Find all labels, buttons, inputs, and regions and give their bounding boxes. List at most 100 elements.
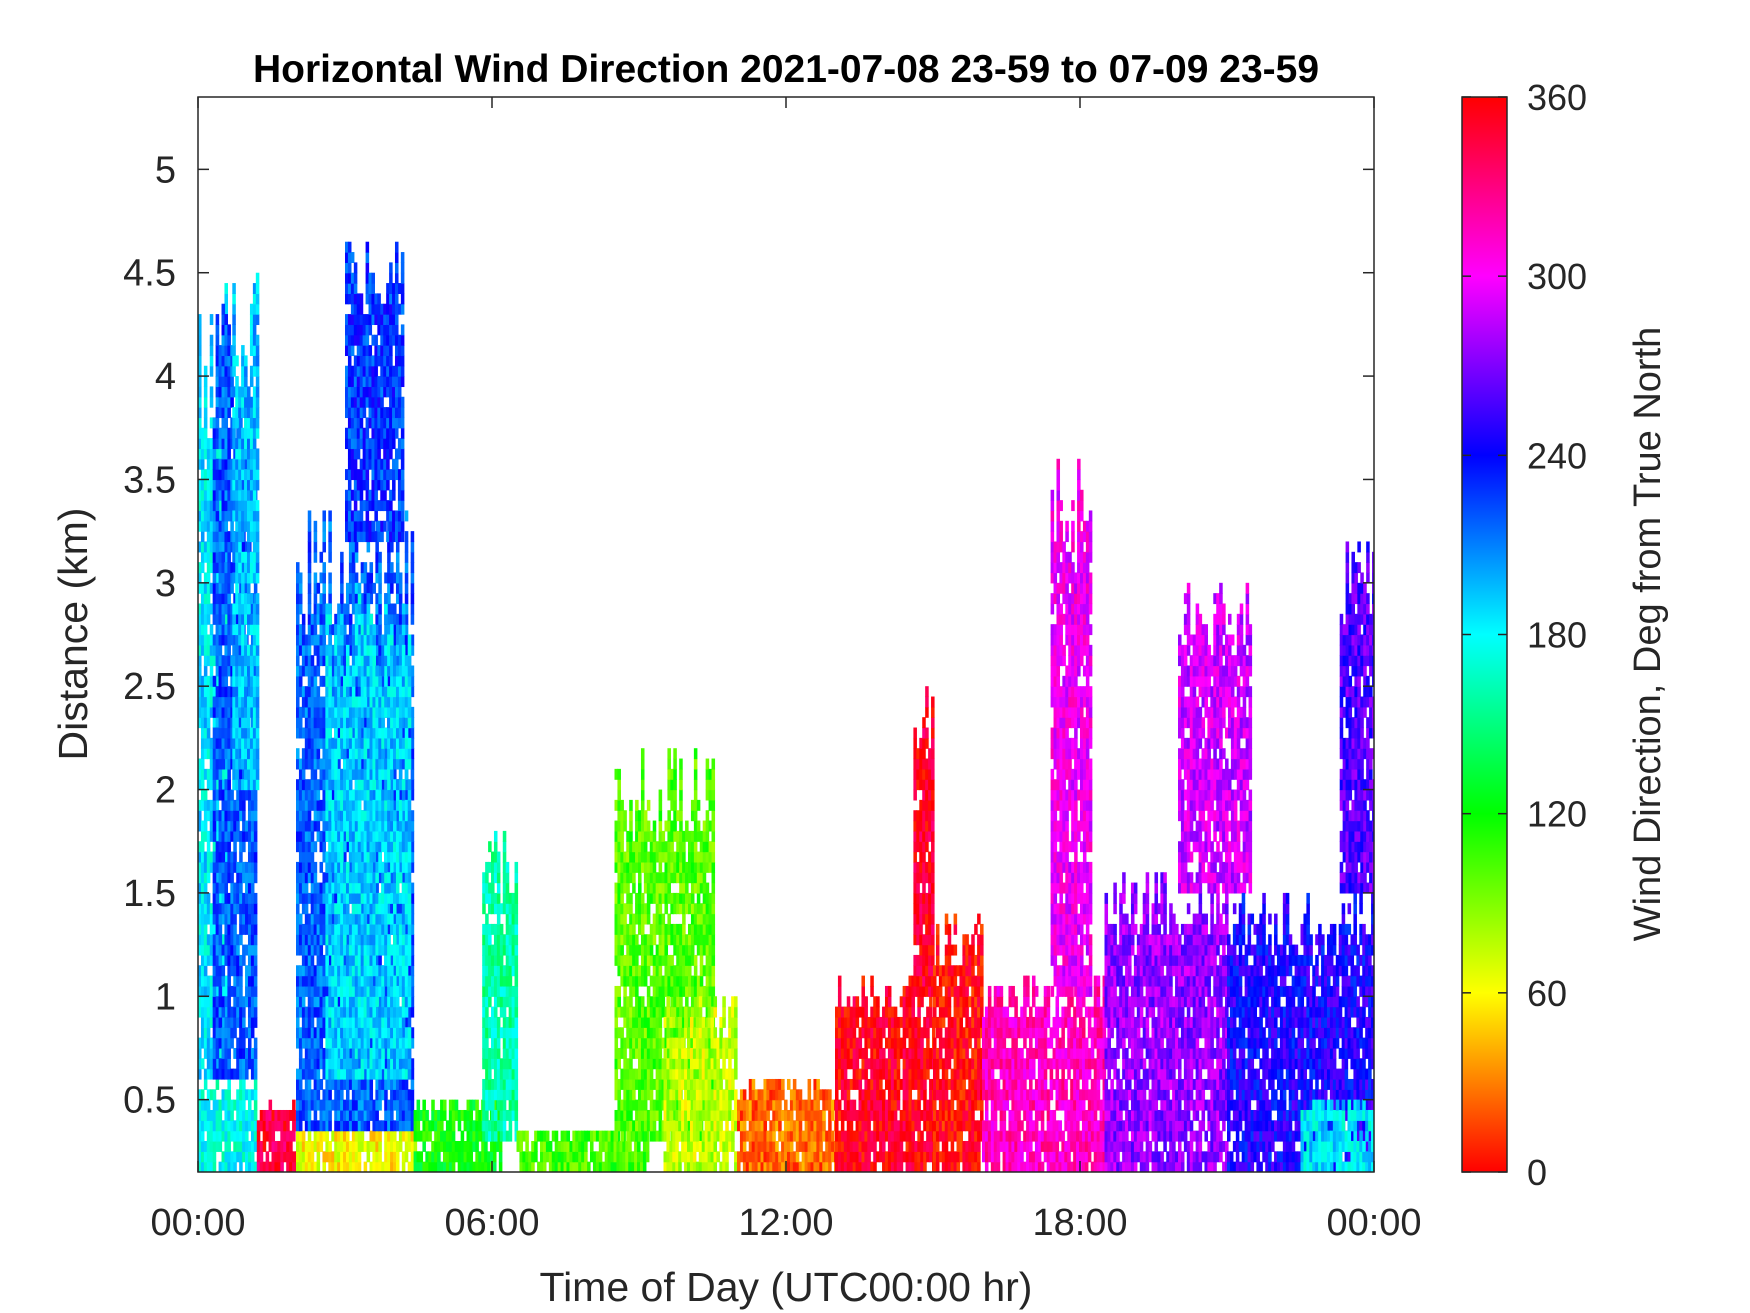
heat-cell [316,1078,321,1090]
heat-cell [360,593,365,605]
heat-cell [372,985,376,997]
heat-cell [366,696,371,708]
heat-cell [232,541,236,553]
heat-cell [242,913,246,925]
heat-cell [224,489,228,501]
heat-cell [198,913,202,925]
heat-cell [206,872,211,884]
heat-cell [354,1151,359,1163]
heat-cell [198,634,202,646]
heat-cell [296,1120,300,1132]
heat-cell [384,675,388,687]
heat-cell [218,603,223,615]
heat-cell [247,903,252,915]
heat-cell [313,1130,318,1142]
heat-cell [348,1027,353,1039]
heat-cell [387,1140,391,1152]
heat-cell [384,655,388,667]
heat-cell [381,841,385,853]
heat-cell [253,799,258,811]
heat-cell [212,882,217,894]
heat-cell [390,882,394,894]
heat-cell [384,1109,388,1121]
heat-cell [310,923,315,935]
heat-cell [247,603,251,615]
heat-cell [242,1140,246,1152]
heat-cell [212,934,217,946]
heat-cell [200,706,205,718]
heat-cell [375,1068,379,1080]
heat-cell [215,830,220,842]
heat-cell [328,1027,332,1039]
heat-cell [325,934,329,946]
heat-cell [200,613,205,625]
heat-cell [203,386,208,398]
heat-cell [304,644,309,656]
heat-cell [378,861,382,873]
heat-cell [331,934,335,946]
heat-cell [334,1078,338,1090]
heat-cell [239,1068,243,1080]
heat-cell [313,934,318,946]
heat-cell [304,944,309,956]
heat-cell [304,810,309,822]
heat-cell [390,624,394,636]
heat-cell [209,1120,214,1132]
heat-cell [340,644,344,656]
heat-cell [250,934,255,946]
heat-cell [245,1120,249,1132]
heat-cell [247,510,251,522]
heat-cell [236,789,240,801]
heat-cell [233,934,237,946]
heat-cell [310,1047,315,1059]
heat-cell [331,985,335,997]
heat-cell [239,1130,243,1142]
heat-cell [255,562,260,574]
heat-cell [200,624,205,636]
heat-cell [384,954,388,966]
heat-cell [343,603,347,615]
heat-cell [255,572,260,584]
heat-cell [206,841,211,853]
heat-cell [244,644,248,656]
heat-cell [340,582,344,594]
heat-cell [375,892,379,904]
heat-cell [238,520,242,532]
heat-cell [369,717,374,729]
heat-cell [241,365,245,377]
heat-cell [212,634,217,646]
heat-cell [301,665,306,677]
heat-cell [218,541,223,553]
heat-cell [253,861,258,873]
heat-cell [325,758,329,770]
heat-cell [221,1099,226,1111]
heat-cell [215,520,220,532]
heat-cell [319,1078,324,1090]
heat-cell [407,1089,412,1101]
heat-cell [215,500,220,512]
heat-cell [322,696,326,708]
heat-cell [235,489,239,501]
heat-cell [343,624,347,636]
heat-cell [245,872,249,884]
heat-cell [366,593,371,605]
heat-cell [215,541,220,553]
heat-cell [328,1120,332,1132]
heat-cell [221,1058,226,1070]
heat-cell [378,810,382,822]
heat-cell [215,789,220,801]
heat-cell [369,882,374,894]
heat-cell [215,417,220,429]
heat-cell [307,531,312,543]
heat-cell [328,779,332,791]
heat-cell [209,520,214,532]
heat-cell [357,872,362,884]
heat-cell [313,1099,318,1111]
heat-cell [322,562,326,574]
heat-cell [298,965,303,977]
heat-cell [354,686,359,698]
heat-cell [301,954,306,966]
heat-cell [230,469,234,481]
heat-cell [343,1130,347,1142]
heat-cell [319,944,324,956]
